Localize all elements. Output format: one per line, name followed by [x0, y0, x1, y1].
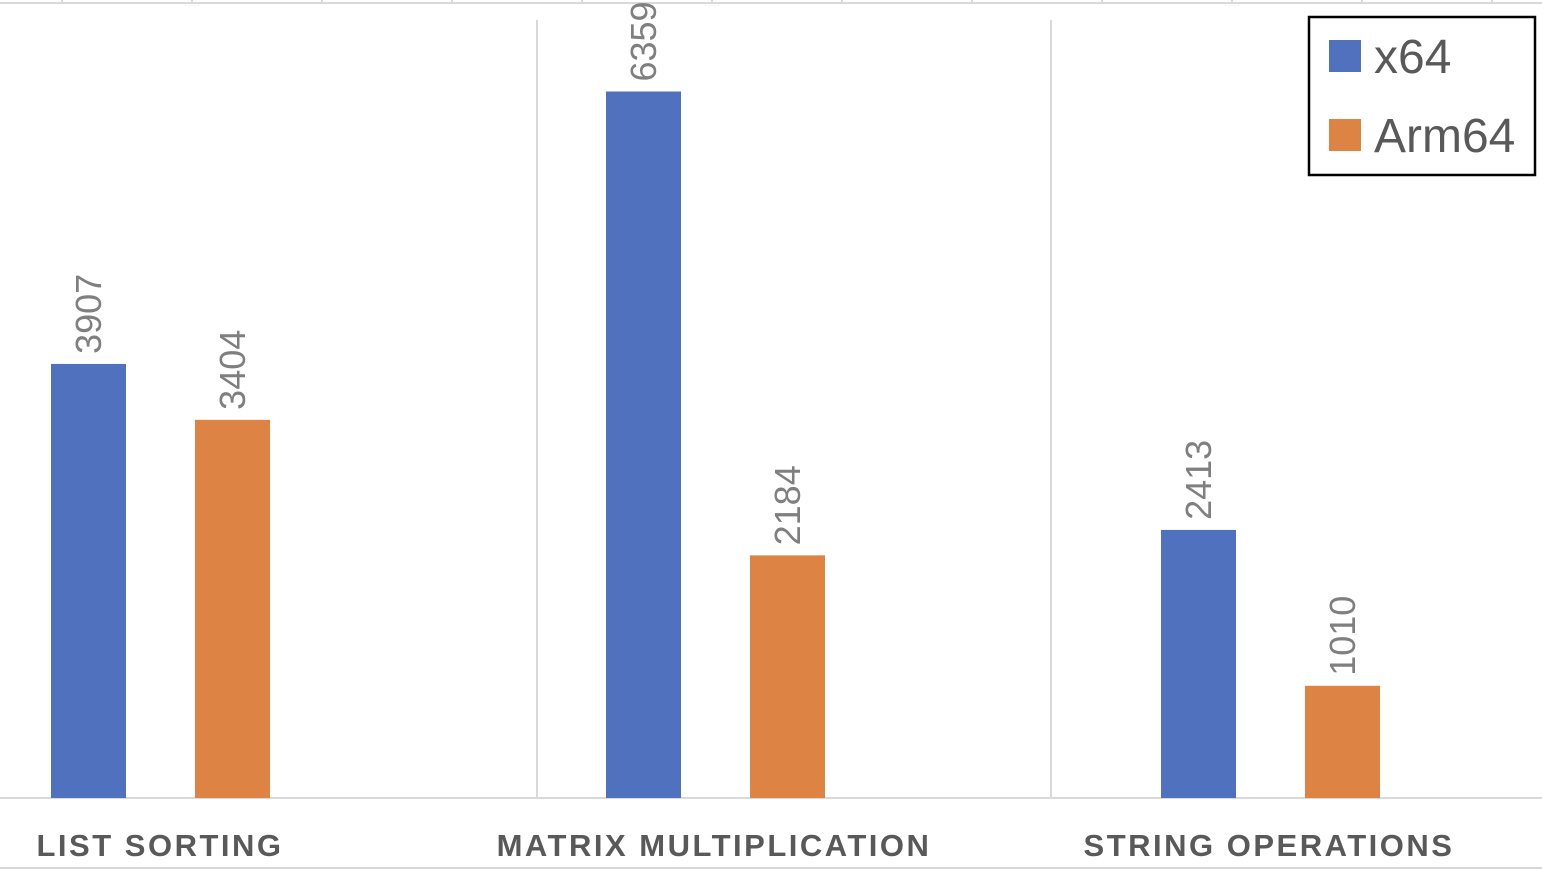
- legend: x64 Arm64: [1307, 15, 1537, 177]
- bar-arm64-2: [1305, 685, 1380, 798]
- legend-swatch-x64: [1329, 40, 1361, 72]
- bar-arm64-1: [750, 555, 825, 798]
- data-label-arm64-0: 3404: [212, 330, 253, 410]
- data-label-arm64-1: 2184: [767, 465, 808, 545]
- category-label-1: MATRIX MULTIPLICATION: [497, 828, 932, 863]
- data-label-x64-0: 3907: [68, 274, 109, 354]
- category-label-2: STRING OPERATIONS: [1084, 828, 1455, 863]
- data-labels-group: 3907 3404 6359 2184 2413 1010: [68, 1, 1363, 675]
- category-labels-group: LIST SORTING MATRIX MULTIPLICATION STRING …: [37, 828, 1455, 863]
- bar-series-group: [51, 91, 1380, 799]
- category-separators: [536, 20, 1052, 798]
- legend-swatch-arm64: [1329, 119, 1361, 151]
- legend-label-x64: x64: [1374, 31, 1451, 84]
- category-label-0: LIST SORTING: [37, 828, 284, 863]
- top-axis-ticks: [0, 0, 1542, 4]
- bar-arm64-0: [195, 419, 270, 798]
- data-label-x64-2: 2413: [1178, 440, 1219, 520]
- legend-label-arm64: Arm64: [1374, 110, 1515, 163]
- bar-x64-0: [51, 363, 126, 798]
- bar-x64-1: [606, 91, 681, 799]
- bar-x64-2: [1161, 529, 1236, 798]
- data-label-arm64-2: 1010: [1322, 596, 1363, 676]
- data-label-x64-1: 6359: [623, 1, 664, 81]
